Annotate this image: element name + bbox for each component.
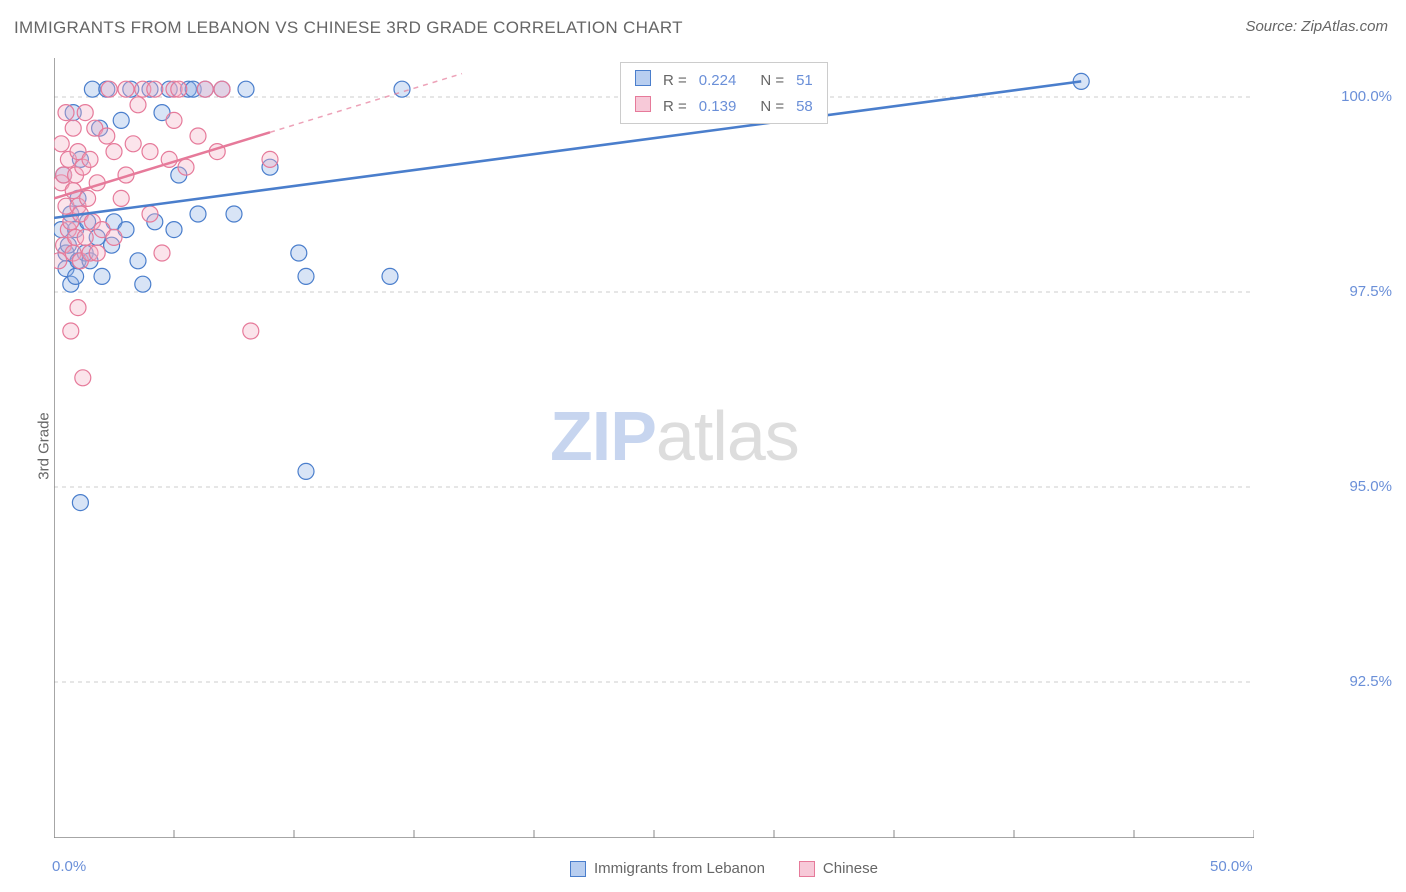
stats-row: R = 0.139 N = 58 <box>629 93 819 119</box>
stats-row: R = 0.224 N = 51 <box>629 67 819 93</box>
chart-container: IMMIGRANTS FROM LEBANON VS CHINESE 3RD G… <box>0 0 1406 892</box>
stats-legend: R = 0.224 N = 51 R = 0.139 N = 58 <box>620 62 828 124</box>
ytick-label: 97.5% <box>1349 283 1392 300</box>
stats-n-label: N = <box>754 93 790 119</box>
legend-swatch-icon <box>570 861 586 877</box>
ytick-label: 100.0% <box>1341 88 1392 105</box>
source-label: Source: ZipAtlas.com <box>1245 18 1388 35</box>
stats-r-label: R = <box>657 67 693 93</box>
bottom-legend: Immigrants from Lebanon Chinese <box>570 860 878 877</box>
chart-title: IMMIGRANTS FROM LEBANON VS CHINESE 3RD G… <box>14 18 683 38</box>
y-axis-label: 3rd Grade <box>35 412 52 480</box>
legend-swatch-icon <box>799 861 815 877</box>
legend-item: Chinese <box>799 860 878 877</box>
stats-n-value: 51 <box>790 67 819 93</box>
stats-r-label: R = <box>657 93 693 119</box>
stats-r-value: 0.139 <box>693 93 743 119</box>
legend-label: Chinese <box>823 860 878 877</box>
stats-n-label: N = <box>754 67 790 93</box>
stats-n-value: 58 <box>790 93 819 119</box>
ytick-label: 92.5% <box>1349 673 1392 690</box>
plot-svg <box>54 58 1254 838</box>
ytick-label: 95.0% <box>1349 478 1392 495</box>
stats-swatch-icon <box>635 70 651 86</box>
legend-item: Immigrants from Lebanon <box>570 860 765 877</box>
xtick-max-label: 50.0% <box>1210 858 1253 875</box>
plot-area <box>54 58 1254 838</box>
stats-r-value: 0.224 <box>693 67 743 93</box>
stats-swatch-icon <box>635 96 651 112</box>
legend-label: Immigrants from Lebanon <box>594 860 765 877</box>
xtick-min-label: 0.0% <box>52 858 86 875</box>
